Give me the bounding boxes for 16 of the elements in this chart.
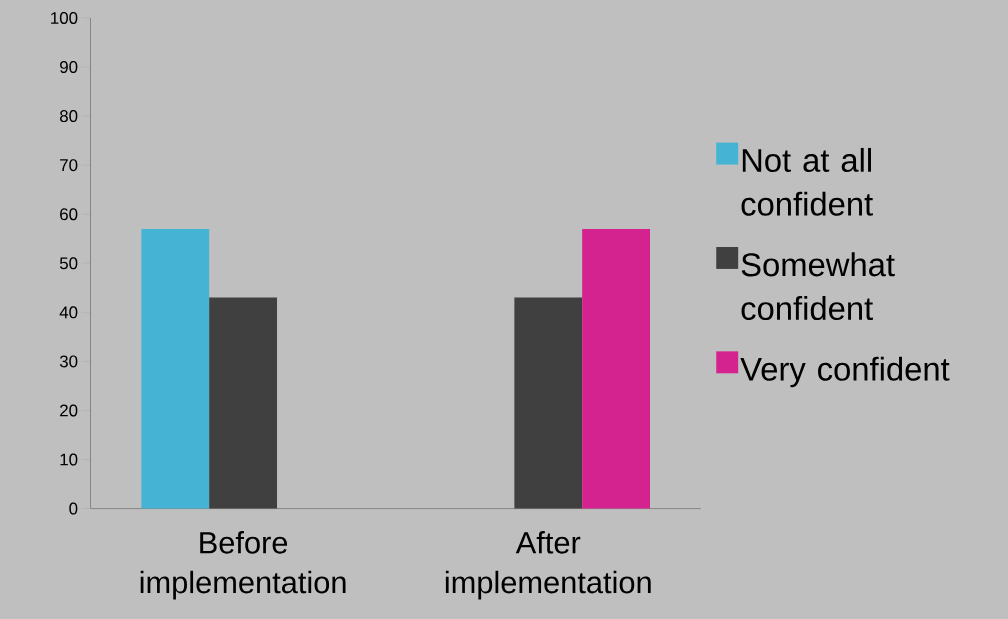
x-tick-label: After implementation — [445, 530, 651, 600]
legend-label: Very confident — [740, 356, 950, 388]
y-tick-label: 20 — [60, 404, 78, 417]
y-tick-label: 70 — [60, 159, 78, 171]
y-tick-label: 10 — [60, 453, 78, 466]
y-tick-label: 90 — [60, 60, 78, 73]
x-tick-label: Before implementation — [140, 530, 346, 600]
y-tick-label: 40 — [59, 306, 78, 319]
y-tick-label: 30 — [59, 355, 78, 368]
legend-label: Somewhat confident — [741, 252, 895, 320]
legend-label: Not at all confident — [741, 147, 873, 216]
y-tick-label: 0 — [69, 502, 78, 515]
y-tick-label: 80 — [59, 109, 78, 122]
y-tick-label: 60 — [60, 208, 78, 221]
y-tick-label: 50 — [59, 257, 78, 270]
y-tick-label: 100 — [51, 11, 78, 24]
